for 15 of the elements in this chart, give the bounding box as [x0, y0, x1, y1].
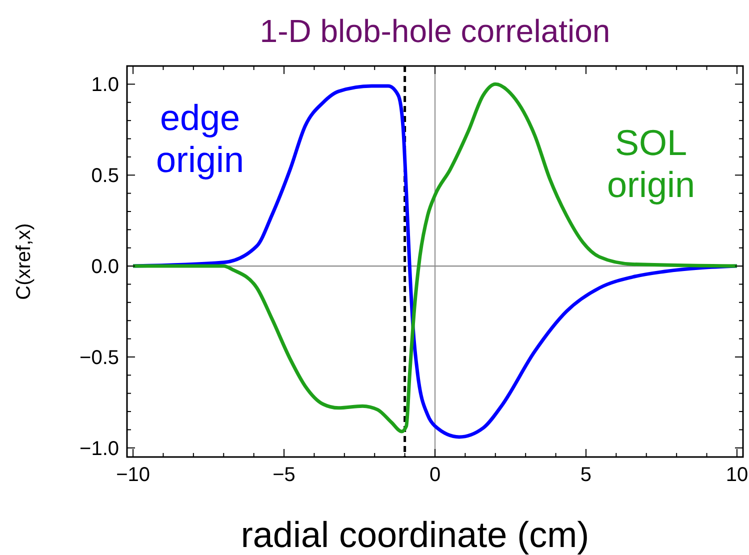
y-tick-label: −0.5 — [80, 346, 119, 369]
y-tick-label: 1.0 — [91, 74, 119, 96]
chart-title: 1-D blob-hole correlation — [260, 13, 610, 49]
y-tick-label: 0.0 — [91, 256, 119, 278]
x-tick-label: 0 — [429, 464, 441, 486]
x-tick-label: −5 — [272, 464, 296, 486]
x-tick-label: 5 — [580, 464, 592, 486]
y-tick-label: 0.5 — [91, 165, 119, 188]
annotation: edge origin — [156, 97, 244, 180]
x-tick-label: 10 — [726, 464, 748, 486]
y-axis-title: C(xref,x) — [13, 223, 35, 300]
x-tick-label: −10 — [116, 464, 150, 486]
x-axis-title: radial coordinate (cm) — [240, 514, 590, 555]
y-tick-label: −1.0 — [80, 438, 119, 460]
annotation: SOL origin — [606, 122, 696, 205]
